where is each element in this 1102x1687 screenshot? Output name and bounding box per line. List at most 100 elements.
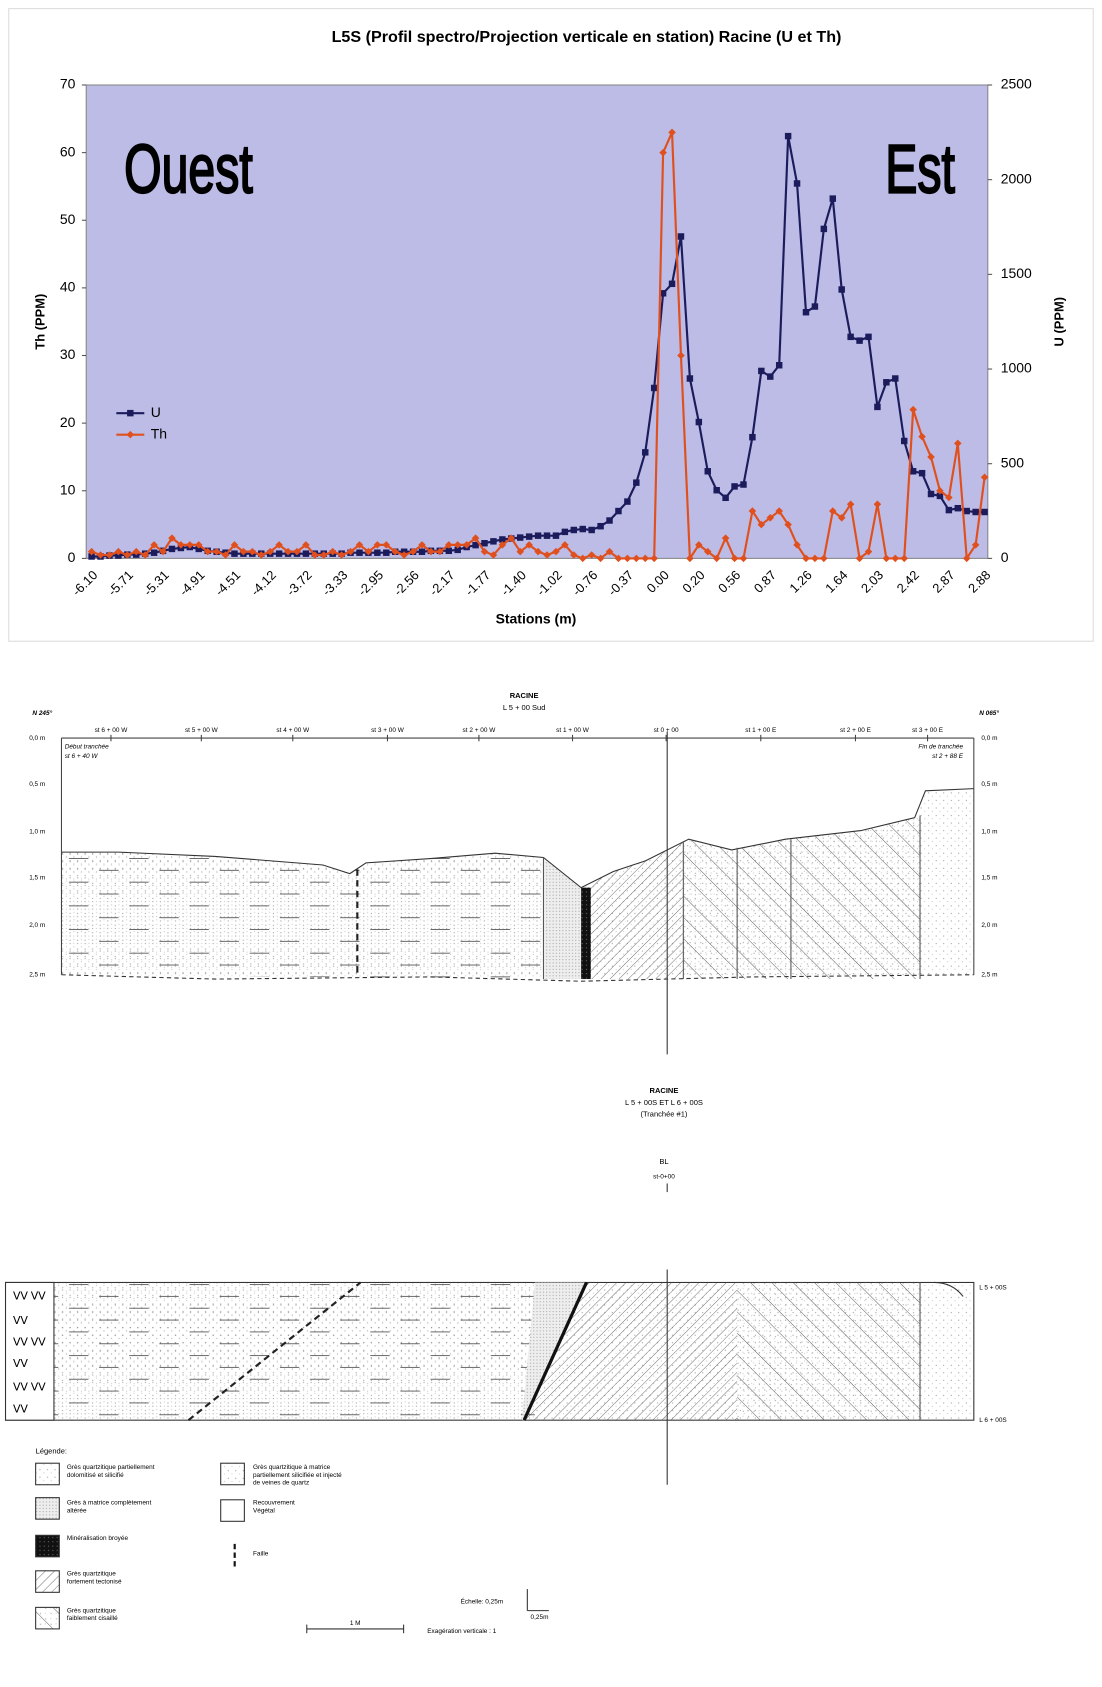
point [928, 491, 934, 497]
svg-text:ꓦꓦ ꓦꓦ: ꓦꓦ ꓦꓦ [13, 1337, 46, 1349]
cross-section-1: RACINE L 5 + 00 Sud N 245° N 065° Début … [29, 691, 999, 1054]
station-label: st 1 + 00 E [745, 727, 777, 734]
point [749, 434, 755, 440]
point [571, 527, 577, 533]
legend-item: Grès quartzitique [67, 1607, 116, 1614]
point [955, 505, 961, 511]
point [517, 534, 523, 540]
station-label: st 2 + 00 E [840, 727, 872, 734]
point [169, 546, 175, 552]
point [830, 195, 836, 201]
section-subtitle: L 5 + 00S ET L 6 + 00S [625, 1098, 703, 1107]
point [722, 495, 728, 501]
sheared-zone [683, 816, 920, 980]
baseline-station: st-0+00 [653, 1174, 675, 1181]
point [776, 362, 782, 368]
note: Début tranchée [65, 743, 109, 750]
y2-tick-label: 0 [1001, 549, 1009, 565]
point [919, 470, 925, 476]
station-label: st 0 + 00 [654, 727, 679, 734]
section-note: (Tranchée #1) [641, 1110, 688, 1119]
station-label: st 1 + 00 W [556, 727, 590, 734]
point [740, 481, 746, 487]
depth-label: 0,5 m [29, 781, 45, 788]
legend-item: Grès à matrice complètement [67, 1500, 152, 1507]
legend-item: Recouvrement [253, 1500, 295, 1507]
sheared-zone [737, 1282, 920, 1420]
point [856, 337, 862, 343]
chart: L5S (Profil spectro/Projection verticale… [9, 9, 1094, 642]
map-legend: Légende: Grès quartzitique partiellement… [36, 1446, 342, 1629]
depth-label: 1,5 m [29, 875, 45, 882]
y-tick-label: 50 [60, 211, 76, 227]
point [562, 529, 568, 535]
svg-text:ꓦꓦ ꓦꓦ: ꓦꓦ ꓦꓦ [13, 1290, 46, 1302]
chart-title: L5S (Profil spectro/Projection verticale… [332, 28, 842, 46]
depth-label: 0,5 m [981, 781, 997, 788]
point [276, 550, 282, 556]
legend-swatch [36, 1498, 60, 1520]
page: {"chart_data": {"type": "line", "title":… [0, 0, 1102, 1687]
tectonized-zone [591, 842, 684, 979]
point [544, 532, 550, 538]
dolomitized-zone [61, 852, 543, 979]
point [553, 532, 559, 538]
svg-text:ꓦꓦ: ꓦꓦ [13, 1403, 28, 1415]
legend-swatch [36, 1607, 60, 1629]
point [597, 523, 603, 529]
baseline-label: BL [659, 1157, 668, 1166]
annotation: Est [885, 130, 955, 208]
depth-label: 1,5 m [981, 875, 997, 882]
depth-label: 0,0 m [981, 735, 997, 742]
y-tick-label: 70 [60, 76, 76, 92]
point [865, 334, 871, 340]
legend-item: de veines de quartz [253, 1479, 309, 1486]
point [588, 527, 594, 533]
y2-tick-label: 2500 [1001, 76, 1032, 92]
point [785, 133, 791, 139]
point [651, 385, 657, 391]
svg-text:ꓦꓦ: ꓦꓦ [13, 1358, 28, 1370]
point [812, 303, 818, 309]
y2-tick-label: 2000 [1001, 170, 1032, 186]
legend-item: Grès quartzitique [67, 1571, 116, 1578]
scale-meter: 1 M [350, 1620, 361, 1627]
legend-item: Faille [253, 1550, 269, 1557]
y2-tick-label: 1500 [1001, 265, 1032, 281]
legend-title: Légende: [36, 1446, 67, 1455]
y-tick-label: 0 [68, 549, 76, 565]
y2-axis-title: U (PPM) [1051, 297, 1066, 346]
point [678, 233, 684, 239]
point [687, 375, 693, 381]
point [419, 549, 425, 555]
legend-label: U [151, 404, 161, 420]
legend-item: dolomitisé et silicifié [67, 1472, 124, 1479]
point [713, 487, 719, 493]
point [481, 540, 487, 546]
legend-item: partiellement silicifiée et injecté [253, 1472, 342, 1479]
point [794, 180, 800, 186]
point [883, 379, 889, 385]
point [838, 286, 844, 292]
legend-swatch [36, 1571, 60, 1593]
point [231, 550, 237, 556]
point [615, 508, 621, 514]
point [847, 334, 853, 340]
depth-label: 2,5 m [29, 971, 45, 978]
annotation: Ouest [124, 130, 253, 208]
point [901, 438, 907, 444]
point [910, 468, 916, 474]
legend-item: altérée [67, 1507, 87, 1514]
y-tick-label: 10 [60, 481, 76, 497]
point [758, 368, 764, 374]
point [151, 549, 157, 555]
point [981, 509, 987, 515]
point [705, 468, 711, 474]
point [696, 419, 702, 425]
section-title: RACINE [650, 1086, 679, 1095]
legend-item: Grès quartzitique à matrice [253, 1464, 331, 1471]
altered-zone [543, 857, 581, 979]
note: st 2 + 88 E [932, 753, 964, 760]
point [669, 281, 675, 287]
station-label: st 3 + 00 W [371, 727, 405, 734]
